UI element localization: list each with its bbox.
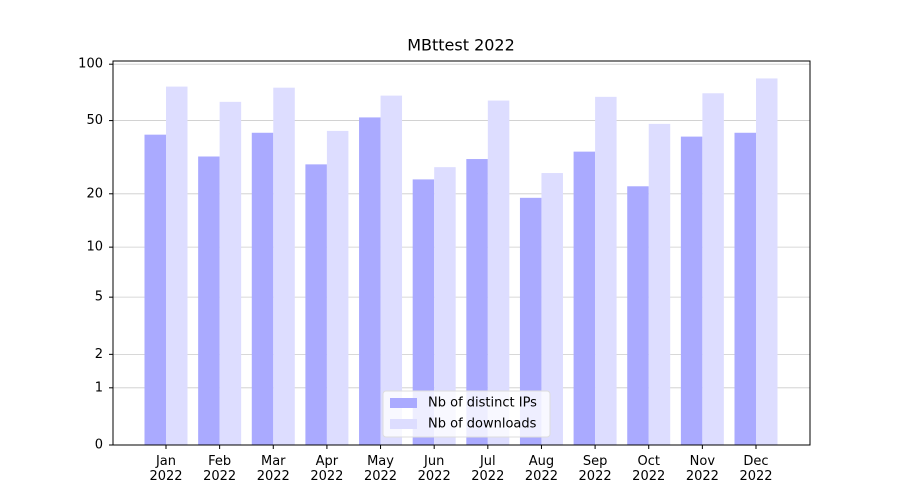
y-tick-label: 2 [95,347,103,362]
bar [166,86,188,445]
x-tick-label: Mar 2022 [256,454,290,484]
x-tick-label: Oct 2022 [632,454,666,484]
bar [326,130,349,445]
y-tick-label: 50 [86,113,103,128]
bar [359,117,381,446]
legend-label: Nb of downloads [428,417,537,432]
bar [595,96,617,445]
legend-box [382,390,551,438]
bar [756,78,778,446]
x-tick-label: Aug 2022 [524,454,558,484]
x-tick-label: Jan 2022 [149,454,183,484]
x-tick-label: May 2022 [363,454,398,484]
bar [734,132,756,445]
bar [198,156,220,445]
bar [702,93,724,445]
chart-title: MBttest 2022 [407,36,515,55]
bar [627,186,649,446]
bar [648,123,671,445]
bar [273,87,295,445]
x-tick-label: Jun 2022 [417,454,451,484]
x-tick-label: Feb 2022 [203,454,237,484]
axes-frame [112,60,811,446]
bar [541,173,563,446]
bar [380,95,403,445]
y-tick-label: 20 [86,186,103,201]
bar [219,101,242,446]
bar [412,179,435,445]
bar [487,100,510,445]
bar [305,164,327,445]
bar [434,167,456,446]
bar [251,132,274,445]
bar [466,159,488,446]
y-tick-label: 10 [86,240,103,255]
bar [680,136,703,445]
x-tick-label: Apr 2022 [310,454,344,484]
x-tick-label: Dec 2022 [739,454,773,484]
legend-label: Nb of distinct IPs [428,396,537,411]
x-tick-label: Sep 2022 [578,454,612,484]
bar [144,134,166,445]
y-tick-label: 0 [95,438,103,453]
y-tick-label: 100 [78,57,103,72]
legend-swatch [390,419,417,429]
y-tick-label: 1 [95,380,103,395]
x-tick-label: Nov 2022 [685,454,719,484]
x-tick-label: Jul 2022 [471,454,505,484]
bar [573,151,596,445]
legend-swatch [390,398,417,408]
y-tick-label: 5 [95,290,103,305]
bar [519,197,542,445]
